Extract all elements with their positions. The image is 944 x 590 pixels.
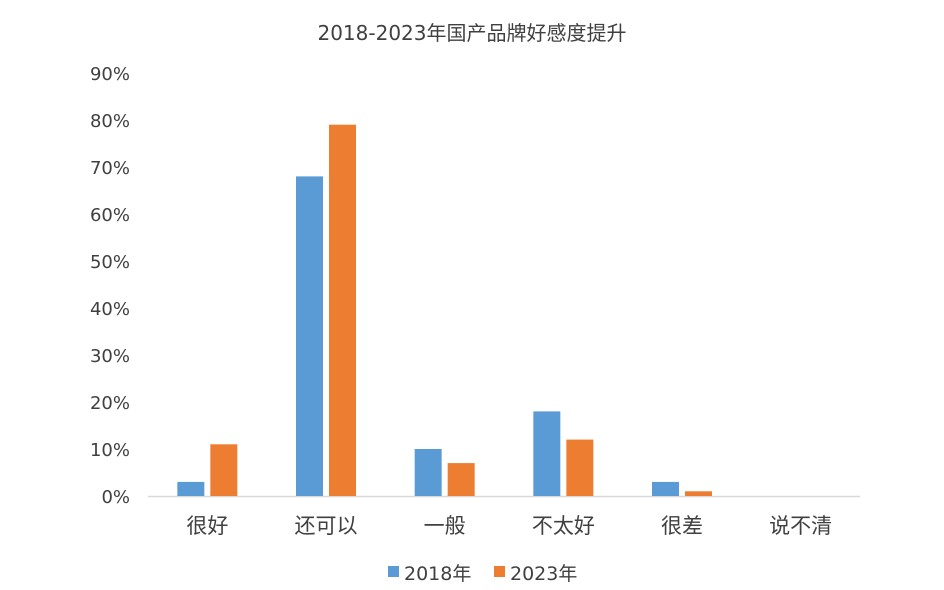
y-tick-label: 70% [90,158,130,179]
bar-series-1 [414,449,442,496]
y-tick-label: 0% [101,487,130,508]
y-tick-label: 40% [90,299,130,320]
y-tick-label: 30% [90,346,130,367]
bar-series-2 [329,124,356,496]
y-tick-label: 20% [90,393,130,414]
y-tick-label: 60% [90,205,130,226]
legend-swatch [494,566,505,577]
x-category-label: 不太好 [532,514,595,538]
x-category-label: 一般 [424,514,466,538]
y-tick-label: 50% [90,252,130,273]
bar-series-2 [447,463,475,496]
y-tick-label: 10% [90,440,130,461]
bar-series-1 [533,411,561,496]
bars-layer [177,124,712,496]
x-category-label: 说不清 [769,514,832,538]
bar-series-2 [685,491,712,496]
bar-series-1 [296,176,323,496]
legend: 2018年 2023年 [388,563,577,585]
legend-label: 2018年 [404,563,471,585]
x-category-label: 很差 [661,514,703,538]
x-category-label: 还可以 [295,514,358,538]
legend-swatch [388,566,399,577]
bar-series-2 [566,439,594,496]
legend-label: 2023年 [510,563,577,585]
y-tick-label: 90% [90,64,130,85]
bar-series-1 [652,481,679,496]
y-tick-label: 80% [90,111,130,132]
axis-layer: 0% 10% 20% 30% 40% 50% 60% 70% 80% 90% 很好 还可以 一般 不太好 很… [90,64,860,538]
bar-series-1 [177,481,205,496]
chart-title: 2018-2023年国产品牌好感度提升 [317,21,626,45]
bar-series-2 [210,444,238,496]
x-category-label: 很好 [186,514,228,538]
